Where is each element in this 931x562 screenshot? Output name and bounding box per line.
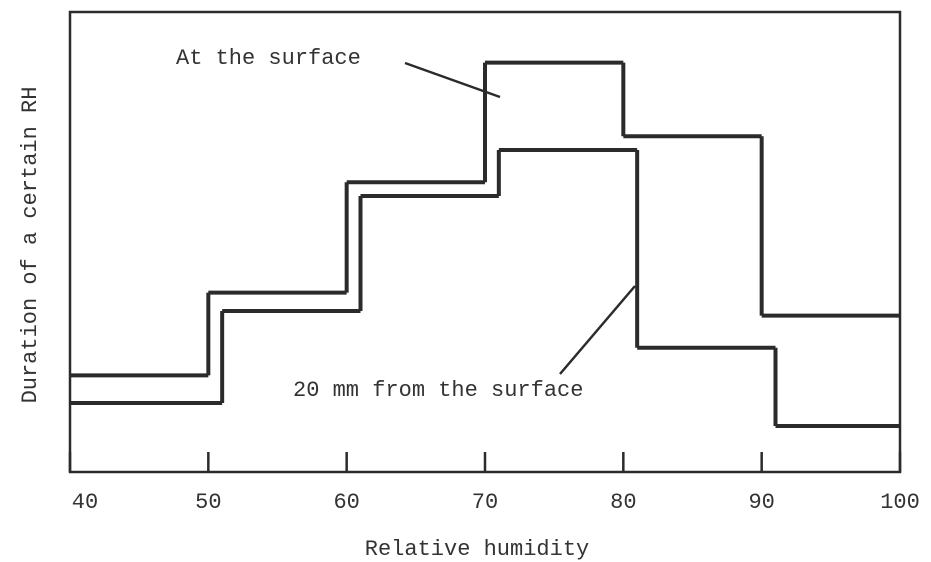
annotation: At the surface bbox=[176, 46, 361, 71]
x-tick-label: 50 bbox=[195, 490, 221, 515]
annotation: 20 mm from the surface bbox=[293, 378, 583, 403]
x-tick-label: 70 bbox=[472, 490, 498, 515]
leader-line bbox=[404, 61, 501, 99]
x-tick-label: 60 bbox=[333, 490, 359, 515]
x-tick-label: 100 bbox=[880, 490, 920, 515]
y-axis-label: Duration of a certain RH bbox=[18, 87, 43, 404]
leader-line bbox=[559, 285, 636, 375]
x-tick-label: 40 bbox=[72, 490, 98, 515]
x-tick-label: 80 bbox=[610, 490, 636, 515]
x-tick-label: 90 bbox=[748, 490, 774, 515]
x-axis-label: Relative humidity bbox=[365, 537, 589, 562]
